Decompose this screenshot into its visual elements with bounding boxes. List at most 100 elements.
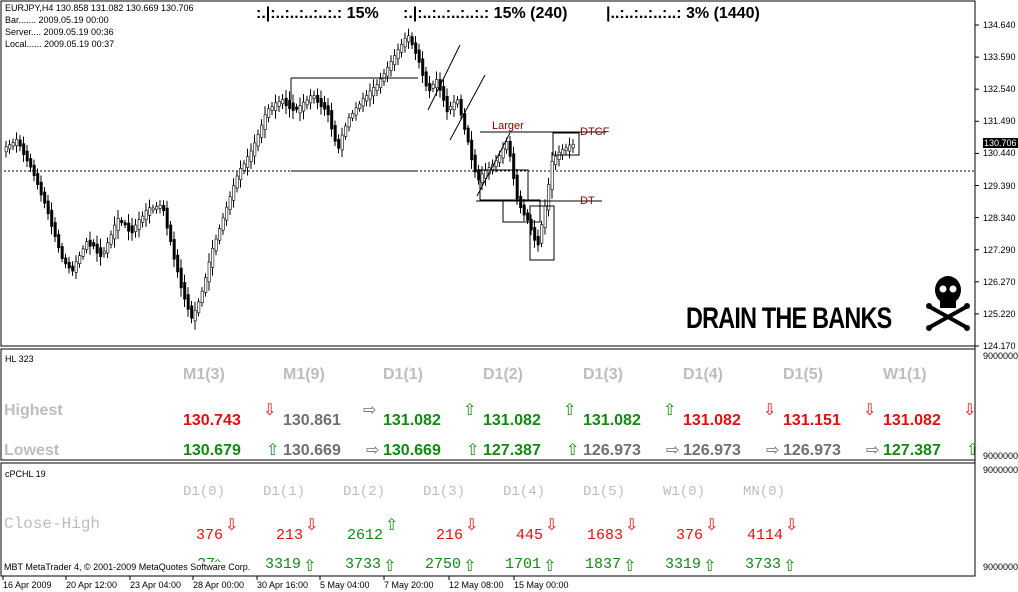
candle (207, 253, 211, 291)
candle (473, 149, 477, 178)
candle (284, 90, 288, 115)
candle (372, 79, 376, 104)
row2-value: 3733 (745, 556, 782, 573)
candle (127, 214, 131, 241)
price-tick-label: 125.220 (983, 308, 1016, 319)
close-high-value: 216 (436, 527, 464, 544)
hl-column-header: D1(3) (583, 366, 624, 383)
candle (540, 220, 544, 248)
cpchl-column-header: D1(2) (343, 484, 386, 500)
candle (85, 237, 89, 254)
candle (197, 298, 201, 317)
close-high-value: 376 (676, 527, 704, 544)
candle (547, 177, 551, 217)
drain-banner: DRAIN THE BANKS (686, 302, 892, 335)
arrow-up-icon: ⇧ (663, 402, 677, 419)
highest-value: 130.743 (183, 412, 241, 429)
highest-value: 131.082 (883, 412, 941, 429)
arrow-right-icon: ⇨ (766, 442, 780, 459)
candle (36, 168, 40, 190)
candle (484, 163, 488, 186)
lowest-value: 126.973 (683, 442, 741, 459)
time-tick-label: 23 Apr 04:00 (130, 580, 182, 590)
bar-time-line: Bar....... 2009.05.19 00:00 (5, 15, 109, 25)
cpchl-column-header: D1(3) (423, 484, 466, 500)
candle (410, 32, 414, 49)
time-tick-label: 7 May 20:00 (384, 580, 434, 590)
candle (449, 101, 453, 115)
arrow-down-icon: ⇩ (863, 402, 877, 419)
candle (253, 134, 257, 165)
level-lines (476, 131, 606, 202)
arrow-down-icon: ⇩ (545, 517, 559, 534)
server-time-line: Server.... 2009.05.19 00:36 (5, 27, 114, 37)
candle (99, 238, 103, 266)
highest-value: 131.151 (783, 412, 841, 429)
candle (78, 251, 82, 268)
candle (4, 141, 8, 158)
arrow-right-icon: ⇨ (363, 402, 377, 419)
candle (466, 124, 470, 146)
close-high-value: 376 (196, 527, 224, 544)
candle (470, 131, 474, 169)
candle (316, 88, 320, 110)
arrow-up-icon: ⇧ (566, 442, 580, 459)
row2-value: 1701 (505, 556, 542, 573)
cpchl-pane-frame (0, 462, 976, 577)
candle (214, 234, 218, 256)
arrow-up-icon: ⇧ (783, 558, 797, 575)
arrow-up-icon: ⇧ (383, 558, 397, 575)
candle (533, 219, 537, 248)
candle (414, 36, 418, 61)
candle (249, 143, 253, 169)
candle (389, 55, 393, 77)
candle (246, 148, 250, 176)
time-axis-ticks (2, 576, 515, 580)
candle (155, 202, 159, 214)
candle (564, 143, 568, 155)
cpchl-pane-label: cPCHL 19 (5, 469, 46, 479)
candle (39, 175, 43, 202)
candle (417, 43, 421, 69)
candle (211, 240, 215, 276)
arrow-up-icon: ⇧ (563, 402, 577, 419)
candle (340, 127, 344, 158)
row2-value: 2750 (425, 556, 462, 573)
candle (452, 94, 456, 117)
candle (295, 103, 299, 113)
price-tick-label: 131.490 (983, 116, 1016, 127)
candle (25, 145, 29, 167)
candle (11, 138, 15, 151)
highest-row-label: Highest (4, 402, 63, 419)
candle (267, 104, 271, 123)
candle (186, 287, 190, 317)
time-tick-label: 20 Apr 12:00 (66, 580, 118, 590)
hl-column-header: M1(3) (183, 366, 225, 383)
candle (18, 135, 22, 152)
candle (50, 202, 54, 235)
close-high-value: 1683 (587, 527, 624, 544)
candle (407, 28, 411, 49)
candle (141, 211, 145, 228)
arrow-up-icon: ⇧ (303, 558, 317, 575)
timeframe-stat-3: |..:..:..:..:..: 3% (1440) (606, 5, 760, 22)
cpchl-column-header: MN(0) (743, 484, 786, 500)
candle (64, 253, 68, 269)
arrow-down-icon: ⇩ (785, 517, 799, 534)
price-tick-label: 129.390 (983, 180, 1016, 191)
candle (53, 217, 57, 243)
candle (400, 39, 404, 58)
candle (456, 96, 460, 108)
lowest-value: 130.669 (383, 442, 441, 459)
candle (368, 83, 372, 107)
candle (218, 224, 222, 245)
candle (522, 198, 526, 222)
candle (221, 213, 225, 235)
arrow-up-icon: ⇧ (385, 517, 399, 534)
candle (312, 90, 316, 104)
cpchl-column-header: D1(4) (503, 484, 546, 500)
candle (403, 32, 407, 53)
candle (288, 91, 292, 118)
candle (379, 72, 383, 94)
